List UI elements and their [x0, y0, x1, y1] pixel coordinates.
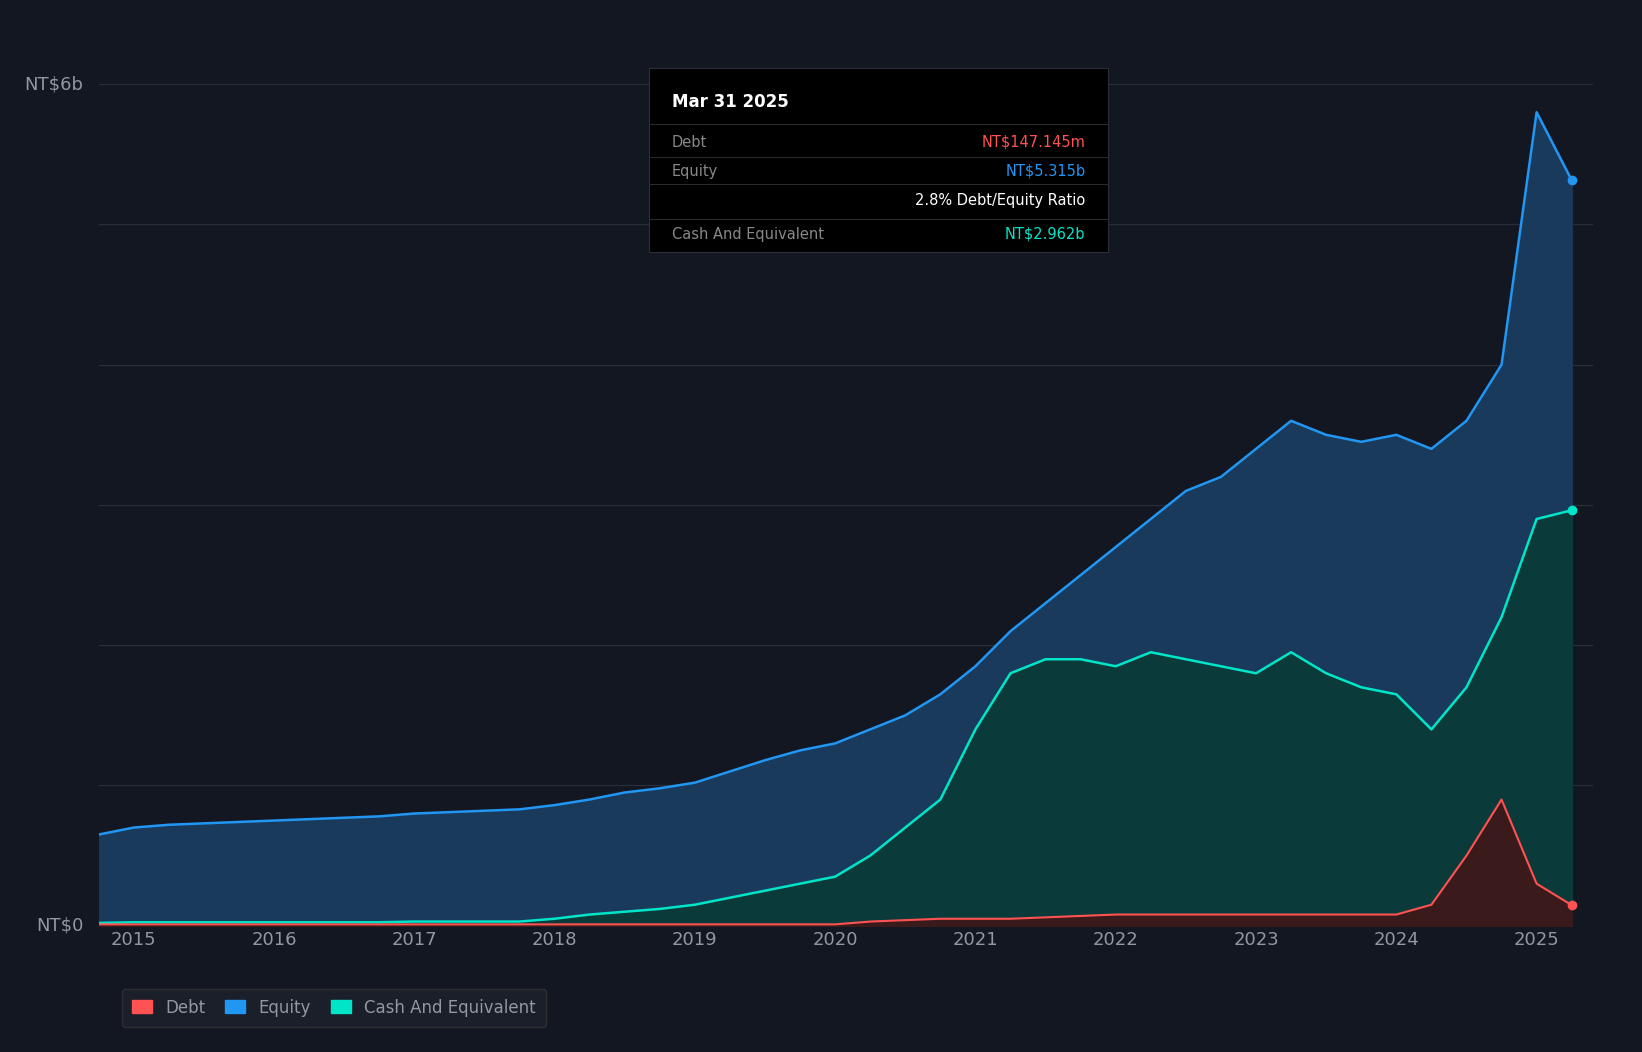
Text: Equity: Equity — [672, 164, 718, 179]
Text: Mar 31 2025: Mar 31 2025 — [672, 93, 788, 110]
Text: NT$147.145m: NT$147.145m — [982, 135, 1085, 149]
Text: NT$6b: NT$6b — [25, 75, 84, 94]
Text: Cash And Equivalent: Cash And Equivalent — [672, 226, 824, 242]
Text: NT$2.962b: NT$2.962b — [1005, 226, 1085, 242]
Text: NT$5.315b: NT$5.315b — [1005, 164, 1085, 179]
Text: Debt: Debt — [672, 135, 706, 149]
Text: 2.8% Debt/Equity Ratio: 2.8% Debt/Equity Ratio — [915, 194, 1085, 208]
Legend: Debt, Equity, Cash And Equivalent: Debt, Equity, Cash And Equivalent — [122, 989, 545, 1027]
Text: NT$0: NT$0 — [36, 916, 84, 935]
